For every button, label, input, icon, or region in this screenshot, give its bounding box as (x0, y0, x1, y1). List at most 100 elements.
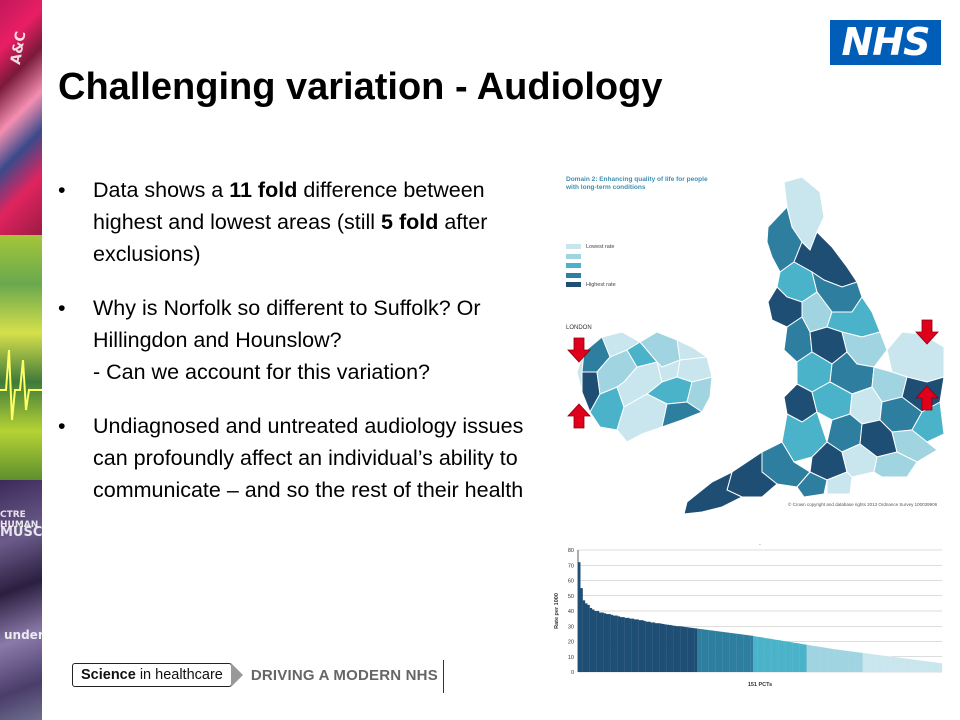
bar (704, 629, 707, 672)
bar (585, 603, 588, 672)
bar (582, 600, 586, 672)
bar (890, 656, 894, 672)
bar (657, 623, 660, 672)
bullet-text: Data shows a 11 fold difference between … (93, 178, 488, 266)
bullet-dot: • (58, 178, 66, 202)
london-label: LONDON (566, 325, 592, 331)
legend-swatch (566, 253, 581, 259)
bar (615, 615, 618, 672)
bar (935, 662, 938, 672)
bar (643, 620, 646, 672)
bar (834, 649, 838, 672)
legend-swatch (566, 244, 581, 250)
y-tick-label: 30 (568, 624, 574, 630)
bullet-dot: • (58, 296, 66, 320)
bar (650, 622, 653, 672)
arrow-icon (230, 663, 243, 687)
legend-row: Lowest rate (566, 242, 616, 252)
bar (797, 643, 800, 672)
bar (645, 621, 649, 672)
collage-image-middle (0, 235, 42, 480)
bar (648, 621, 651, 672)
bar (732, 633, 735, 672)
bar (862, 653, 866, 672)
bar (918, 660, 922, 672)
bullet-list: • Data shows a 11 fold difference betwee… (58, 174, 548, 528)
bar (713, 630, 716, 672)
bar (622, 617, 625, 672)
bar (715, 631, 719, 672)
bar (900, 657, 903, 672)
bar (671, 625, 674, 672)
chart-title: . (759, 541, 761, 547)
bar (762, 637, 765, 672)
bar (846, 650, 849, 672)
bar (734, 633, 737, 672)
bar (939, 663, 943, 672)
bar (816, 646, 819, 672)
bar (683, 626, 686, 672)
bar (923, 661, 926, 672)
bar (893, 657, 896, 672)
bar (881, 655, 884, 672)
bar (673, 625, 677, 672)
bar (776, 639, 779, 672)
bar (930, 661, 933, 672)
bar (839, 650, 842, 672)
marker-up-arrow-icon (567, 403, 591, 429)
bar (925, 661, 929, 672)
rate-bar-chart: 0 10 20 30 40 50 60 70 80 Rate per 1000 151 PCTs. (540, 540, 950, 690)
driving-modern-nhs-text: DRIVING A MODERN NHS (250, 666, 438, 684)
bar (764, 638, 768, 672)
england-map (683, 176, 944, 515)
bar (921, 660, 924, 672)
bar (753, 636, 756, 672)
bar (909, 659, 912, 672)
collage-text-small: CTRE HUMAN (0, 510, 39, 530)
decorative-collage-strip: A&C CTRE HUMAN MUSCLE under (0, 0, 42, 720)
bar (837, 649, 840, 672)
bar (652, 622, 656, 672)
bar (757, 636, 761, 672)
variation-map: Domain 2: Enhancing quality of life for … (562, 172, 944, 517)
bar (767, 638, 770, 672)
collage-image-top (0, 0, 42, 235)
bar (755, 636, 758, 672)
bar (841, 650, 845, 672)
bar (699, 628, 702, 672)
map-legend: Lowest rate Highest rate (566, 242, 616, 290)
bar (916, 660, 919, 672)
bar (708, 630, 712, 672)
bar (853, 651, 856, 672)
bar (792, 642, 796, 672)
map-domain-title: Domain 2: Enhancing quality of life for … (566, 176, 708, 191)
bar (746, 635, 749, 672)
bar (587, 604, 590, 672)
bar (727, 632, 730, 672)
bullet-dot: • (58, 414, 66, 438)
science-in-healthcare-logo: Science in healthcare (72, 663, 232, 687)
nhs-logo: NHS (830, 20, 941, 65)
bar (802, 644, 805, 672)
bar (610, 614, 614, 672)
bullet-item: • Why is Norfolk so different to Suffolk… (58, 292, 548, 388)
bar (743, 634, 747, 672)
y-tick-label: 20 (568, 640, 574, 646)
bar (739, 634, 742, 672)
map-copyright: © Crown copyright and database rights 20… (788, 502, 938, 507)
y-tick-label: 50 (568, 594, 574, 600)
bold-text: 11 fold (229, 178, 298, 202)
bar (664, 624, 667, 672)
bar (806, 644, 810, 672)
marker-down-arrow-icon (915, 319, 939, 345)
y-tick-label: 70 (568, 563, 574, 569)
map-graphic (567, 176, 944, 515)
bar (678, 626, 681, 672)
bar (818, 646, 821, 672)
bar (655, 623, 658, 672)
bar (902, 658, 905, 672)
bar (613, 615, 616, 672)
bar (706, 629, 709, 672)
bar (823, 647, 826, 672)
bar (578, 562, 581, 672)
